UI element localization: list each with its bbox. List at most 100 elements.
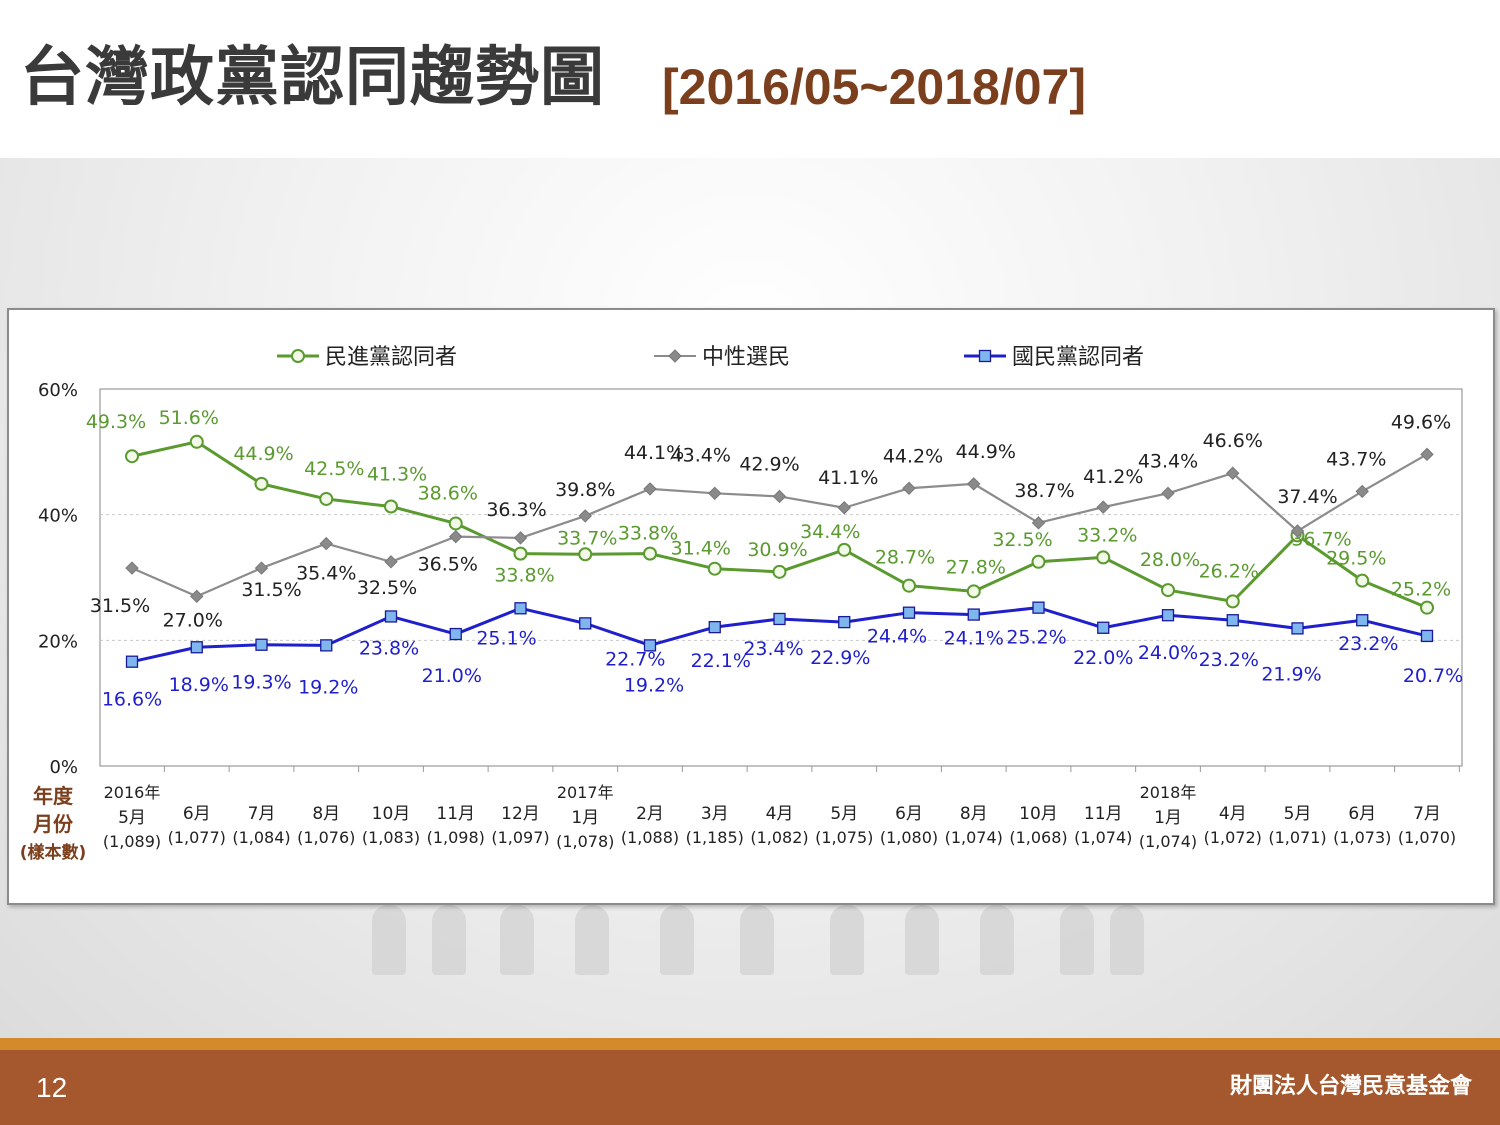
data-point <box>772 564 787 579</box>
y-tick-label: 20% <box>38 631 78 652</box>
data-point <box>1290 524 1305 538</box>
data-point <box>773 612 786 626</box>
x-sample-label: (1,074) <box>945 828 1003 847</box>
x-sample-label: (1,076) <box>297 828 355 847</box>
x-year-label: 2018年 <box>1140 783 1197 802</box>
x-month-label: 1月 <box>1154 808 1182 828</box>
data-point <box>449 627 462 641</box>
x-sample-label: (1,071) <box>1268 828 1326 847</box>
crowd-silhouette <box>500 905 534 975</box>
data-point <box>1225 594 1240 609</box>
crowd-silhouette <box>1110 905 1144 975</box>
data-point <box>1226 614 1239 627</box>
data-point <box>384 499 398 514</box>
data-label: 44.9% <box>956 441 1016 463</box>
x-sample-label: (1,098) <box>427 828 485 847</box>
x-month-label: 8月 <box>312 804 340 824</box>
y-tick-label: 0% <box>49 757 78 778</box>
data-point <box>513 531 528 545</box>
data-point <box>1291 622 1304 635</box>
crowd-silhouette <box>1060 905 1094 975</box>
x-axis-caption: 年度 <box>33 784 74 808</box>
data-label: 51.6% <box>159 407 219 429</box>
data-point <box>1031 516 1046 530</box>
data-label: 16.6% <box>102 689 162 711</box>
data-point <box>190 589 204 604</box>
data-label: 32.5% <box>992 529 1052 551</box>
x-month-label: 2月 <box>636 804 664 824</box>
x-sample-label: (1,097) <box>491 828 549 847</box>
data-label: 28.7% <box>875 547 935 569</box>
data-point <box>578 509 592 523</box>
data-label: 24.0% <box>1138 642 1198 664</box>
legend-marker <box>978 349 992 363</box>
data-point <box>189 434 204 449</box>
x-sample-label: (1,068) <box>1009 828 1067 847</box>
page-number: 12 <box>36 1072 68 1103</box>
line-chart: 0% 20% 40% 60% 2016年 5月 (1,089) 6月 (1,077) 7月 (1,0… <box>20 345 1463 863</box>
slide-footer <box>0 1050 1500 1125</box>
data-point <box>514 602 527 615</box>
data-point <box>1356 614 1369 627</box>
data-label: 25.2% <box>1391 579 1451 601</box>
data-point <box>902 578 916 593</box>
x-sample-label: (1,074) <box>1139 832 1197 851</box>
data-point <box>1097 621 1110 634</box>
data-label: 27.0% <box>163 609 223 631</box>
legend-marker <box>668 349 682 363</box>
data-label: 22.0% <box>1073 647 1133 669</box>
legend-label: 中性選民 <box>702 345 790 370</box>
data-label: 26.2% <box>1199 560 1259 582</box>
data-label: 37.4% <box>1277 486 1337 508</box>
data-label: 21.9% <box>1261 663 1321 685</box>
data-label: 43.7% <box>1326 448 1386 470</box>
x-sample-label: (1,089) <box>103 832 161 851</box>
crowd-silhouette <box>905 905 939 975</box>
x-month-label: 10月 <box>372 804 411 824</box>
data-label: 41.3% <box>367 463 427 485</box>
data-label: 33.8% <box>494 565 554 587</box>
data-point <box>1420 447 1434 462</box>
data-label: 41.1% <box>818 467 878 489</box>
crowd-silhouette <box>830 905 864 975</box>
data-point <box>902 481 916 495</box>
data-point <box>707 561 722 576</box>
data-point <box>1226 466 1240 480</box>
legend-marker <box>291 349 305 363</box>
data-point <box>1161 583 1175 598</box>
data-label: 19.2% <box>298 676 358 698</box>
crowd-silhouette <box>660 905 694 975</box>
data-point <box>1355 573 1370 588</box>
data-point <box>643 639 657 652</box>
x-sample-label: (1,075) <box>815 828 873 847</box>
data-point <box>838 615 851 629</box>
data-label: 22.9% <box>810 647 870 669</box>
x-sample-label: (1,084) <box>232 828 290 847</box>
data-label: 24.1% <box>944 628 1004 650</box>
y-tick-label: 60% <box>38 380 78 401</box>
x-month-label: 7月 <box>248 804 276 824</box>
x-month-label: 6月 <box>1348 804 1376 824</box>
x-sample-label: (1,082) <box>750 828 808 847</box>
x-month-label: 6月 <box>183 804 211 824</box>
data-point <box>643 482 657 496</box>
data-point <box>1161 609 1175 622</box>
x-sample-label: (1,083) <box>362 828 420 847</box>
data-label: 25.2% <box>1006 627 1066 649</box>
x-sample-label: (1,078) <box>556 832 614 851</box>
data-label: 31.5% <box>90 595 150 617</box>
data-point <box>449 529 463 544</box>
x-month-label: 8月 <box>960 804 988 824</box>
data-point <box>254 561 269 575</box>
legend-label: 國民黨認同者 <box>1012 345 1144 370</box>
data-label: 24.4% <box>867 626 927 648</box>
data-label: 44.2% <box>883 445 943 467</box>
x-sample-label: (1,080) <box>880 828 938 847</box>
data-label: 41.2% <box>1083 466 1143 488</box>
data-label: 38.7% <box>1014 480 1074 502</box>
x-sample-label: (1,088) <box>621 828 679 847</box>
data-label: 22.7% <box>605 648 665 670</box>
data-point <box>254 476 269 491</box>
x-month-label: 7月 <box>1413 804 1441 824</box>
x-month-label: 4月 <box>766 804 794 824</box>
